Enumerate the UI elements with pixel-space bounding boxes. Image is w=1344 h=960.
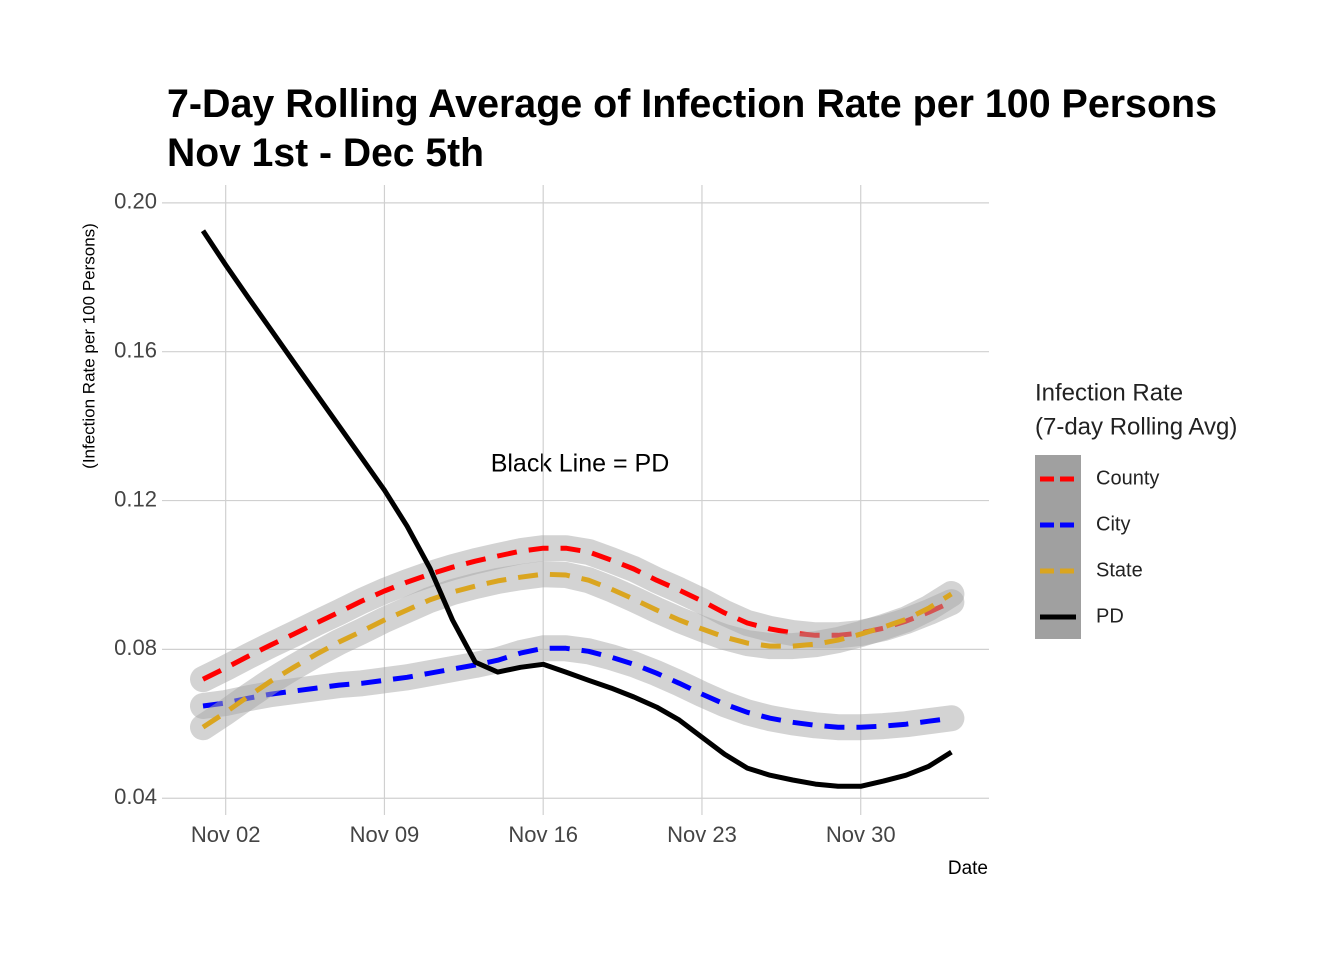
x-tick-label: Nov 23 [667,822,737,847]
series-line [201,571,953,730]
legend-key-background [1035,455,1081,639]
y-tick-label: 0.04 [114,784,157,809]
legend-label: PD [1096,605,1124,627]
x-tick-label: Nov 16 [508,822,578,847]
legend-title: (7-day Rolling Avg) [1035,413,1237,440]
y-tick-label: 0.20 [114,189,157,214]
chart-title: 7-Day Rolling Average of Infection Rate … [167,82,1217,126]
annotation: Black Line = PD [491,450,670,478]
x-tick-label: Nov 09 [350,822,420,847]
series-line [200,229,953,789]
legend-label: County [1096,467,1159,489]
series-line [202,645,952,730]
legend-label: City [1096,513,1130,535]
plot-lines [190,229,965,789]
x-axis-label: Date [948,858,988,879]
y-tick-label: 0.08 [114,635,157,660]
x-tick-label: Nov 30 [826,822,896,847]
chart-subtitle: Nov 1st - Dec 5th [167,131,484,175]
y-tick-label: 0.16 [114,338,157,363]
y-axis-label: (Infection Rate per 100 Persons) [79,223,98,469]
legend-label: State [1096,559,1143,581]
series-line [201,545,953,682]
y-tick-label: 0.12 [114,486,157,511]
legend-title: Infection Rate [1035,379,1183,406]
x-tick-label: Nov 02 [191,822,261,847]
legend: County City State PD [1035,455,1159,639]
